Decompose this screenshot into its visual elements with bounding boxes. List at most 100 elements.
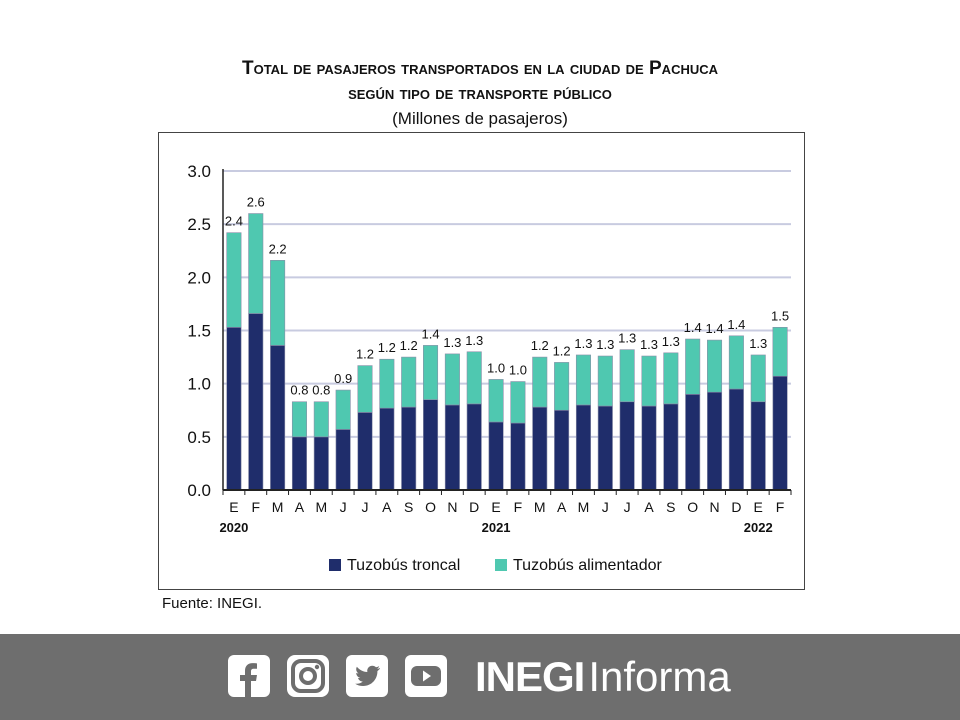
x-tick-label: M (578, 499, 590, 515)
bar-tuzobus-alimentador (335, 389, 351, 430)
chart-title-line2: según tipo de transporte público (348, 83, 612, 104)
instagram-icon[interactable] (287, 655, 329, 697)
data-label: 1.3 (596, 337, 614, 352)
y-tick-label: 2.0 (187, 268, 211, 287)
bar-tuzobus-troncal (750, 401, 766, 491)
bar-tuzobus-alimentador (423, 345, 439, 400)
bar-tuzobus-alimentador (291, 401, 307, 438)
bar-tuzobus-troncal (444, 404, 460, 491)
y-tick-label: 3.0 (187, 162, 211, 181)
legend-label-alimentador: Tuzobús alimentador (513, 557, 662, 574)
x-tick-label: E (229, 499, 238, 515)
x-tick-label: A (382, 499, 392, 515)
bar-tuzobus-alimentador (772, 327, 788, 377)
bar-tuzobus-troncal (335, 429, 351, 491)
bar-tuzobus-troncal (466, 403, 482, 491)
bar-tuzobus-alimentador (597, 355, 613, 407)
x-tick-label: M (315, 499, 327, 515)
bar-tuzobus-troncal (248, 313, 264, 491)
data-label: 1.4 (684, 320, 702, 335)
x-tick-label: D (469, 499, 479, 515)
bar-tuzobus-troncal (270, 345, 286, 491)
y-tick-label: 0.5 (187, 428, 211, 447)
bar-tuzobus-alimentador (270, 260, 286, 346)
legend-swatch-troncal (329, 559, 341, 571)
x-tick-label: M (534, 499, 546, 515)
x-tick-label: A (295, 499, 305, 515)
data-label: 1.3 (443, 335, 461, 350)
chart-subtitle: (Millones de pasajeros) (392, 109, 568, 128)
data-label: 2.4 (225, 214, 243, 229)
data-label: 1.0 (487, 360, 505, 375)
x-tick-label: J (340, 499, 347, 515)
x-tick-label: J (624, 499, 631, 515)
bar-tuzobus-alimentador (532, 356, 548, 408)
y-tick-label: 1.0 (187, 375, 211, 394)
bar-tuzobus-troncal (510, 422, 526, 491)
year-label: 2020 (219, 520, 248, 535)
year-label: 2022 (744, 520, 773, 535)
facebook-icon[interactable] (228, 655, 270, 697)
data-label: 1.5 (771, 308, 789, 323)
data-label: 1.3 (640, 337, 658, 352)
data-label: 1.3 (662, 334, 680, 349)
data-label: 1.2 (378, 340, 396, 355)
bar-tuzobus-alimentador (248, 213, 264, 314)
data-label: 0.9 (334, 371, 352, 386)
year-label: 2021 (482, 520, 511, 535)
data-label: 0.8 (312, 383, 330, 398)
data-label: 2.2 (269, 241, 287, 256)
bar-tuzobus-alimentador (685, 338, 701, 395)
bar-tuzobus-troncal (772, 375, 788, 491)
bar-tuzobus-alimentador (357, 365, 373, 413)
bar-tuzobus-troncal (379, 407, 395, 491)
footer-bar: INEGIInforma (0, 634, 960, 720)
x-tick-label: O (687, 499, 698, 515)
bar-tuzobus-troncal (554, 409, 570, 491)
x-tick-label: A (644, 499, 654, 515)
x-tick-label: A (557, 499, 567, 515)
y-tick-label: 1.5 (187, 322, 211, 341)
bar-tuzobus-troncal (488, 421, 504, 491)
bar-tuzobus-troncal (685, 393, 701, 491)
data-label: 1.4 (421, 326, 439, 341)
data-label: 1.4 (727, 317, 745, 332)
data-label: 1.2 (400, 338, 418, 353)
chart-title: Total de pasajeros transportados en la c… (241, 58, 719, 79)
youtube-icon[interactable] (405, 655, 447, 697)
bar-tuzobus-alimentador (707, 339, 723, 393)
bar-tuzobus-alimentador (641, 355, 657, 407)
bar-tuzobus-alimentador (663, 352, 679, 405)
bar-tuzobus-alimentador (444, 353, 460, 406)
x-tick-label: J (602, 499, 609, 515)
bar-tuzobus-troncal (423, 399, 439, 491)
bar-tuzobus-troncal (728, 388, 744, 491)
data-label: 1.0 (509, 363, 527, 378)
x-tick-label: N (709, 499, 719, 515)
data-label: 1.2 (356, 347, 374, 362)
data-label: 1.4 (705, 321, 723, 336)
stacked-bar-chart: 0.0 0.5 1.0 1.5 2.0 2.5 3.0 2.4 E 2.6 F 2.2 M 0.8 A 0.8… (187, 162, 792, 574)
chart-frame: 0.0 0.5 1.0 1.5 2.0 2.5 3.0 2.4 E 2.6 F 2.2 M 0.8 A 0.8… (158, 132, 805, 590)
bar-tuzobus-alimentador (401, 356, 417, 408)
bar-tuzobus-troncal (291, 436, 307, 491)
bar-tuzobus-troncal (313, 436, 329, 491)
data-label: 1.2 (553, 343, 571, 358)
twitter-icon[interactable] (346, 655, 388, 697)
bar-tuzobus-alimentador (379, 358, 395, 409)
x-tick-label: M (272, 499, 284, 515)
bar-tuzobus-troncal (641, 405, 657, 491)
bar-tuzobus-alimentador (750, 354, 766, 403)
bar-tuzobus-troncal (226, 327, 242, 491)
bar-tuzobus-alimentador (466, 351, 482, 405)
x-tick-label: F (776, 499, 785, 515)
bar-tuzobus-troncal (597, 405, 613, 491)
bar-tuzobus-troncal (663, 403, 679, 491)
bar-tuzobus-alimentador (554, 362, 570, 411)
bar-tuzobus-troncal (532, 406, 548, 491)
bar-tuzobus-alimentador (575, 354, 591, 406)
data-label: 1.3 (749, 336, 767, 351)
inegi-informa-logo: INEGIInforma (475, 650, 731, 704)
bar-tuzobus-alimentador (510, 381, 526, 424)
x-tick-label: S (404, 499, 413, 515)
